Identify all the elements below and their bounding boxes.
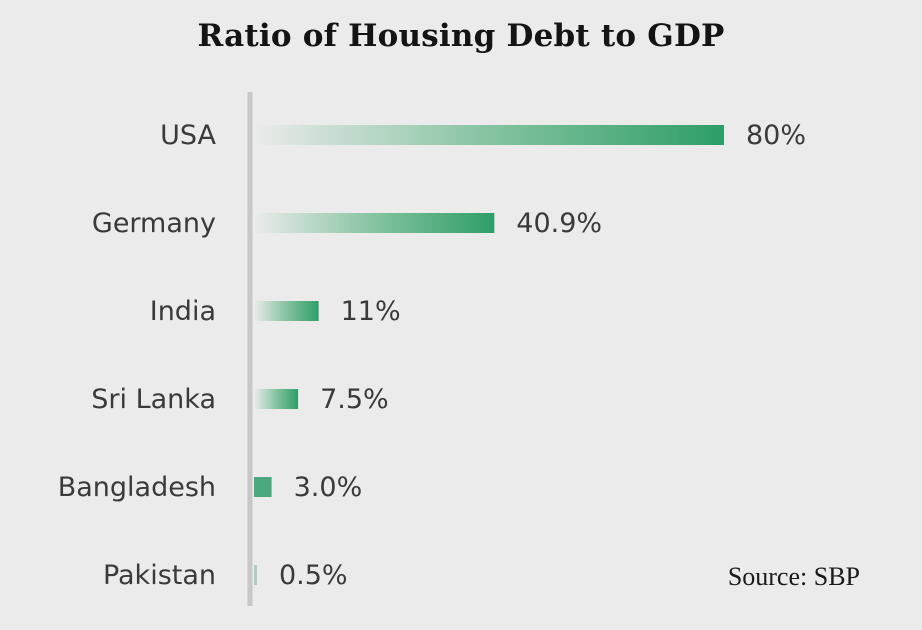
bar xyxy=(254,389,299,409)
category-label: Germany xyxy=(92,208,216,239)
bar xyxy=(254,213,495,233)
category-label: USA xyxy=(160,120,216,151)
value-label: 11% xyxy=(341,296,401,327)
value-label: 3.0% xyxy=(294,472,363,503)
value-label: 40.9% xyxy=(516,208,602,239)
value-label: 7.5% xyxy=(320,384,389,415)
bar xyxy=(254,565,257,585)
category-label: Pakistan xyxy=(103,560,216,591)
category-label: Sri Lanka xyxy=(91,384,216,415)
category-label: Bangladesh xyxy=(58,472,216,503)
source-note: Source: SBP xyxy=(727,562,860,591)
chart-title: Ratio of Housing Debt to GDP xyxy=(197,18,725,54)
bar xyxy=(254,477,272,497)
value-label: 80% xyxy=(746,120,806,151)
bar xyxy=(254,301,319,321)
value-label: 0.5% xyxy=(279,560,348,591)
category-label: India xyxy=(150,296,216,327)
bar xyxy=(254,125,724,145)
